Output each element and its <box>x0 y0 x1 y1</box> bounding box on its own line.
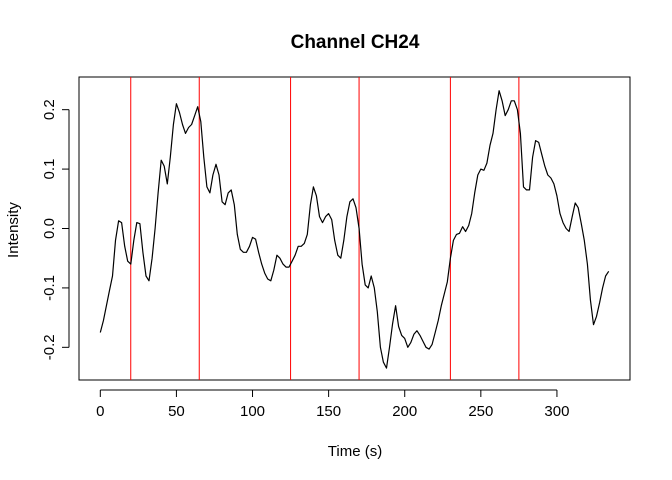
x-axis-label: Time (s) <box>328 443 382 460</box>
chart-title: Channel CH24 <box>291 32 420 53</box>
series-group <box>99 90 610 369</box>
x-tick-label: 200 <box>392 403 417 420</box>
x-tick-label: 100 <box>240 403 265 420</box>
x-tick-label: 50 <box>168 403 185 420</box>
y-tick-label: 0.2 <box>41 99 58 120</box>
x-axis: 0 50 100 150 200 250 300 <box>96 389 569 420</box>
y-tick-label: -0.2 <box>41 334 58 360</box>
y-tick-label: -0.1 <box>41 275 58 301</box>
y-axis-label: Intensity <box>5 202 22 258</box>
y-tick-label: 0.1 <box>41 159 58 180</box>
vertical-markers <box>130 77 520 380</box>
x-tick-label: 0 <box>96 403 104 420</box>
intensity-line <box>99 90 610 369</box>
y-axis: -0.2 -0.1 0.0 0.1 0.2 <box>41 99 70 360</box>
y-tick-label: 0.0 <box>41 218 58 239</box>
x-tick-label: 150 <box>316 403 341 420</box>
plot-frame <box>78 76 631 381</box>
x-tick-label: 250 <box>468 403 493 420</box>
x-tick-label: 300 <box>544 403 569 420</box>
